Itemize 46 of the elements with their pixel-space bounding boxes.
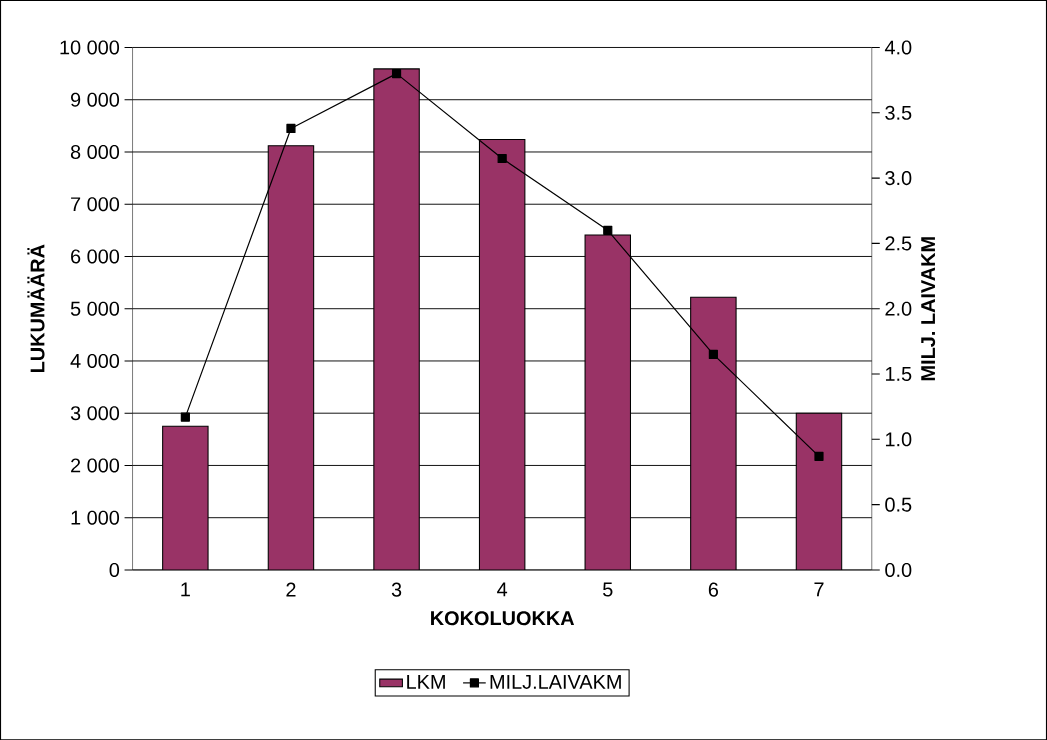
bar [690,296,737,570]
y2-tick-label: 3.5 [885,105,912,120]
bar [267,145,315,570]
y-axis-title: LUKUMÄÄRÄ [27,244,45,372]
y2-axis-title: MILJ. LAIVAKM [921,237,936,381]
y-tick-label: 0 [109,562,120,577]
point [814,451,824,461]
y2-tick-label: 2.0 [885,301,912,316]
point [497,153,507,163]
y-tick-label: 7 000 [71,197,120,212]
y-tick-label: 4 000 [70,353,120,368]
bar [373,68,420,570]
x-tick-label: 5 [603,582,613,597]
point [286,123,296,133]
bar [795,412,843,570]
x-axis-title: KOKOLUOKKA [431,611,575,626]
x-tick-label: 3 [391,582,402,597]
y2-tick-label: 1.5 [885,366,912,381]
point [180,412,190,422]
legend-label: LKM [407,674,445,689]
bar [162,425,209,570]
bar [478,138,526,570]
point [603,225,613,235]
y-tick-label: 1 000 [71,510,120,525]
x-tick-label: 2 [286,582,296,597]
y2-tick-label: 1.0 [885,432,912,447]
point [708,349,718,359]
y-tick-label: 10 000 [60,40,120,55]
y-tick-label: 8 000 [70,144,120,159]
y2-tick-label: 2.5 [885,236,912,251]
x-tick-label: 4 [497,582,508,597]
y-tick-label: 3 000 [70,406,120,421]
legend-label: MILJ.LAIVAKM [490,674,621,689]
bar [584,234,632,570]
x-tick-label: 7 [814,582,824,597]
x-tick-label: 1 [181,582,190,597]
y2-tick-label: 0.5 [885,497,912,512]
x-tick-label: 6 [708,582,719,597]
y-tick-label: 6 000 [71,249,120,264]
y-tick-label: 9 000 [70,92,120,107]
y-tick-label: 5 000 [70,301,120,316]
y2-tick-label: 3.0 [885,170,912,185]
y2-tick-label: 0.0 [885,562,912,577]
y2-tick-label: 4.0 [884,40,912,55]
point [391,68,402,79]
y-tick-label: 2 000 [71,458,120,473]
